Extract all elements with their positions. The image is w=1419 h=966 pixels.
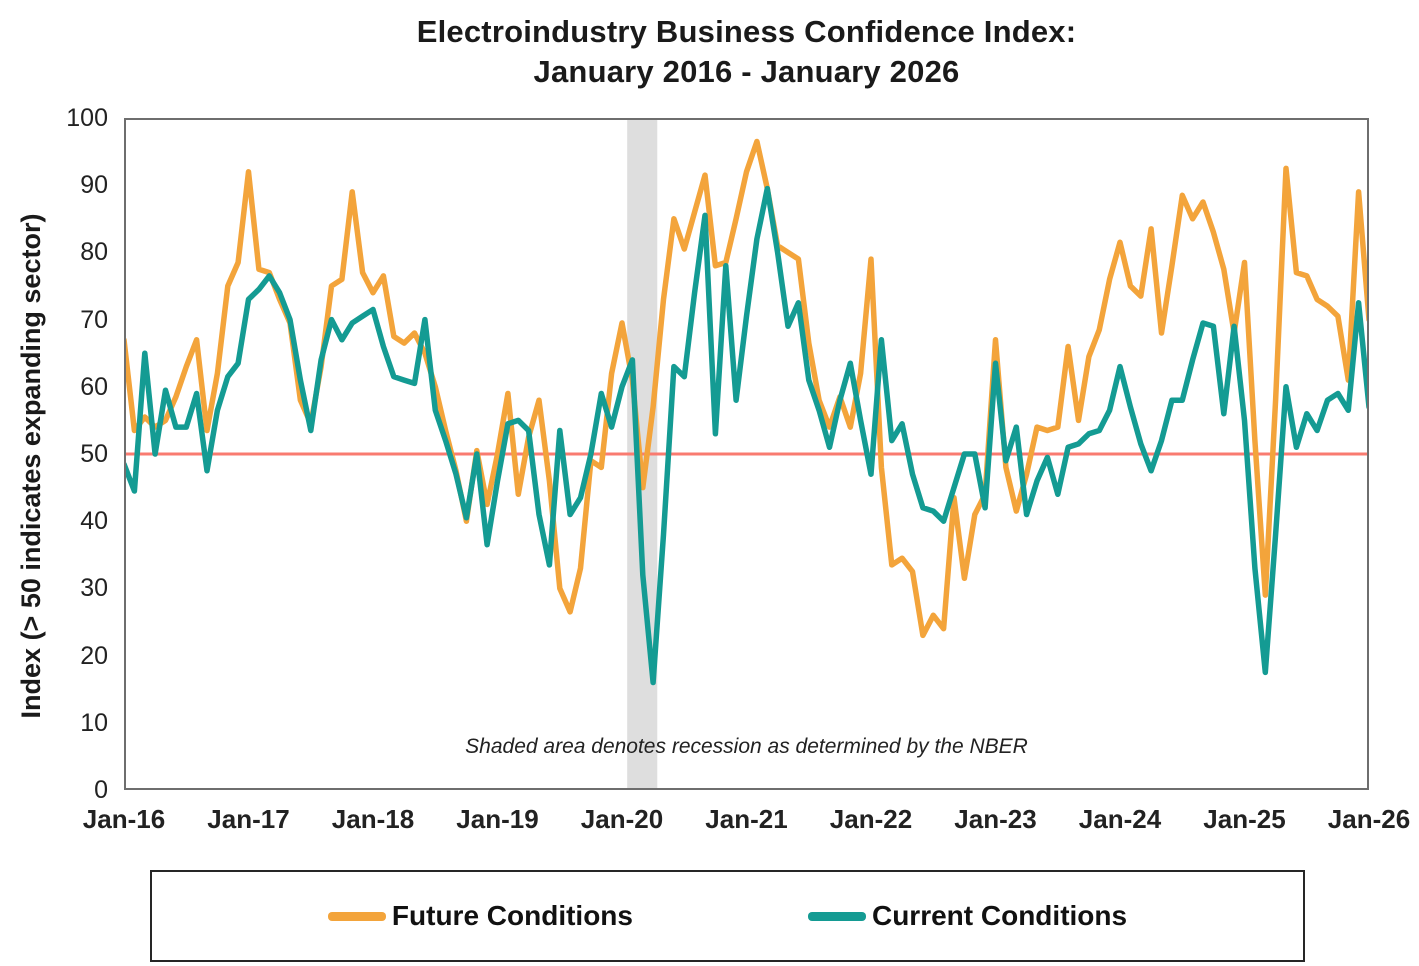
- x-tick-Jan-22: Jan-22: [829, 804, 913, 834]
- x-tick-Jan-24: Jan-24: [1078, 804, 1162, 834]
- legend: Future Conditions Current Conditions: [150, 870, 1305, 962]
- future-conditions-line: [124, 138, 1369, 639]
- x-tick-Jan-18: Jan-18: [331, 804, 415, 834]
- y-tick-10: 10: [80, 708, 108, 737]
- y-tick-30: 30: [80, 574, 108, 603]
- x-tick-Jan-20: Jan-20: [580, 804, 664, 834]
- plot-area: [124, 118, 1369, 790]
- chart-title-line2: January 2016 - January 2026: [533, 53, 960, 89]
- current-conditions-line-swatch: [807, 911, 866, 921]
- x-tick-Jan-23: Jan-23: [954, 804, 1037, 834]
- x-tick-Jan-17: Jan-17: [207, 804, 290, 834]
- legend-label-current: Current Conditions: [871, 900, 1128, 931]
- legend-item-future: Future Conditions: [327, 900, 633, 932]
- future-conditions-line-swatch: [327, 911, 386, 921]
- y-tick-80: 80: [80, 238, 108, 267]
- y-tick-40: 40: [80, 507, 108, 536]
- y-tick-90: 90: [80, 171, 108, 200]
- y-tick-0: 0: [94, 776, 108, 804]
- legend-item-current: Current Conditions: [807, 900, 1128, 932]
- x-tick-Jan-16: Jan-16: [82, 804, 166, 834]
- x-tick-Jan-25: Jan-25: [1203, 804, 1286, 834]
- recession-annotation: Shaded area denotes recession as determi…: [465, 735, 1028, 758]
- chart-title-line1: Electroindustry Business Confidence Inde…: [416, 14, 1077, 49]
- y-tick-70: 70: [80, 305, 108, 334]
- y-tick-50: 50: [80, 440, 108, 468]
- y-tick-60: 60: [80, 372, 108, 401]
- y-tick-100: 100: [66, 104, 108, 132]
- chart-title: Electroindustry Business Confidence Inde…: [124, 12, 1369, 91]
- legend-label-future: Future Conditions: [391, 900, 633, 931]
- current-conditions-line: [124, 185, 1369, 686]
- x-tick-Jan-19: Jan-19: [456, 804, 539, 834]
- x-tick-Jan-26: Jan-26: [1327, 804, 1411, 834]
- y-tick-20: 20: [80, 641, 108, 670]
- x-tick-Jan-21: Jan-21: [705, 804, 788, 834]
- plot-frame: [124, 118, 1369, 790]
